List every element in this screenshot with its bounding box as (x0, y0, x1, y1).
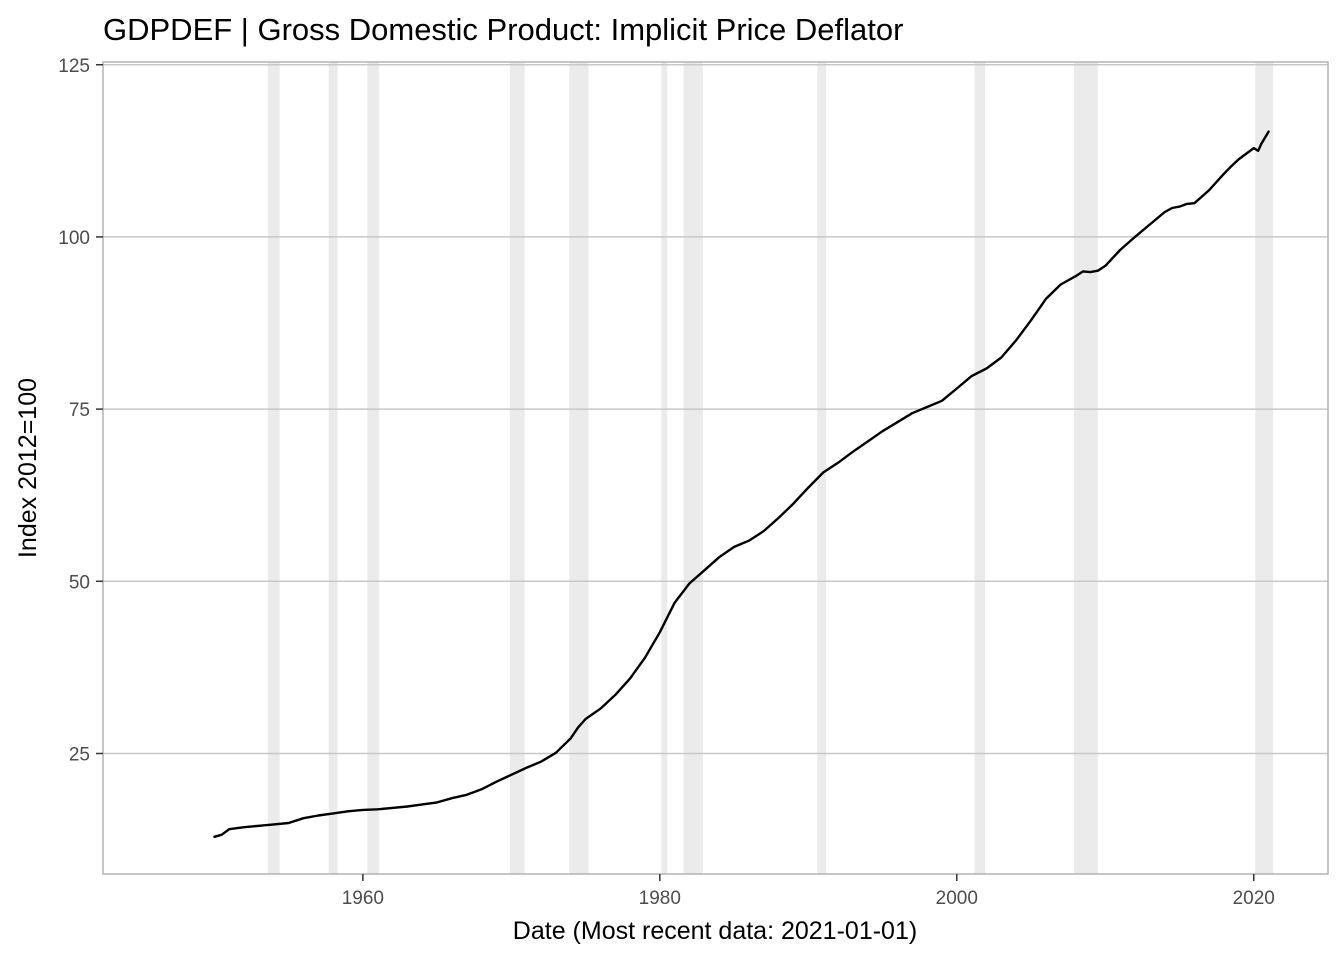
x-tick-label-2000: 2000 (936, 888, 978, 909)
recession-band-10 (1255, 62, 1274, 874)
recession-band-0 (267, 62, 280, 874)
series-layer (213, 130, 1270, 838)
recession-band-7 (817, 62, 827, 874)
y-tick-label-50: 50 (69, 572, 90, 593)
x-tick-label-1980: 1980 (639, 888, 681, 909)
y-tick-label-75: 75 (69, 400, 90, 421)
y-axis-title: Index 2012=100 (14, 378, 42, 558)
chart-title: GDPDEF | Gross Domestic Product: Implici… (103, 12, 903, 47)
y-tick-label-100: 100 (58, 228, 90, 249)
x-axis: 1960 1980 2000 2020 (342, 874, 1275, 909)
recession-band-1 (328, 62, 338, 874)
recession-bands (267, 62, 1274, 874)
y-tick-label-125: 125 (58, 56, 90, 77)
recession-band-5 (661, 62, 668, 874)
recession-band-4 (569, 62, 589, 874)
x-tick-label-2020: 2020 (1233, 888, 1275, 909)
series-line-0 (213, 130, 1270, 838)
recession-band-3 (509, 62, 525, 874)
plot-background (103, 62, 1328, 874)
recession-band-9 (1074, 62, 1098, 874)
recession-band-2 (367, 62, 380, 874)
x-tick-label-1960: 1960 (342, 888, 384, 909)
y-axis: 25 50 75 100 125 (58, 56, 103, 765)
plot-border (102, 61, 1329, 875)
recession-band-8 (974, 62, 985, 874)
y-tick-label-25: 25 (69, 744, 90, 765)
x-axis-title: Date (Most recent data: 2021-01-01) (513, 917, 917, 945)
grid-lines (103, 64, 1328, 755)
recession-band-6 (683, 62, 703, 874)
